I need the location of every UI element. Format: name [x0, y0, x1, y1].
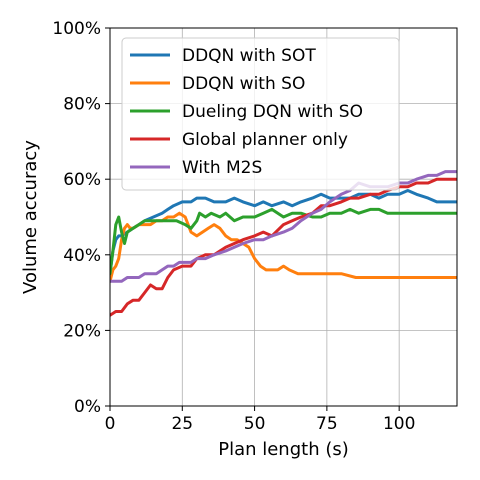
x-tick-label: 25 — [171, 414, 193, 434]
legend-box — [121, 37, 400, 191]
series-line-3 — [110, 207, 457, 276]
legend-label-2: DDQN with SO — [182, 74, 305, 94]
plot-frame — [109, 27, 458, 407]
legend-label-4: Global planner only — [182, 130, 348, 150]
y-tick-label: 20% — [63, 321, 101, 341]
legend-label-5: With M2S — [182, 158, 262, 178]
y-axis-label: Volume accuracy — [20, 140, 41, 294]
legend-label-3: Dueling DQN with SO — [182, 102, 363, 122]
legend-label-1: DDQN with SOT — [182, 46, 316, 66]
y-tick-label: 100% — [52, 19, 101, 39]
y-tick-label: 0% — [74, 397, 101, 417]
y-tick-label: 40% — [63, 246, 101, 266]
y-tick-label: 60% — [63, 170, 101, 190]
y-tick-label: 80% — [63, 95, 101, 115]
x-tick-label: 100 — [383, 414, 415, 434]
legend: DDQN with SOT DDQN with SO Dueling DQN wit… — [121, 37, 400, 191]
x-tick-label: 75 — [316, 414, 338, 434]
x-axis-label: Plan length (s) — [218, 439, 349, 460]
x-tick-label: 0 — [105, 414, 116, 434]
x-tick-label: 50 — [244, 414, 266, 434]
axis-ticks: 0 25 50 75 100 0% 20% 40% 60% 80% 100% — [52, 19, 415, 434]
